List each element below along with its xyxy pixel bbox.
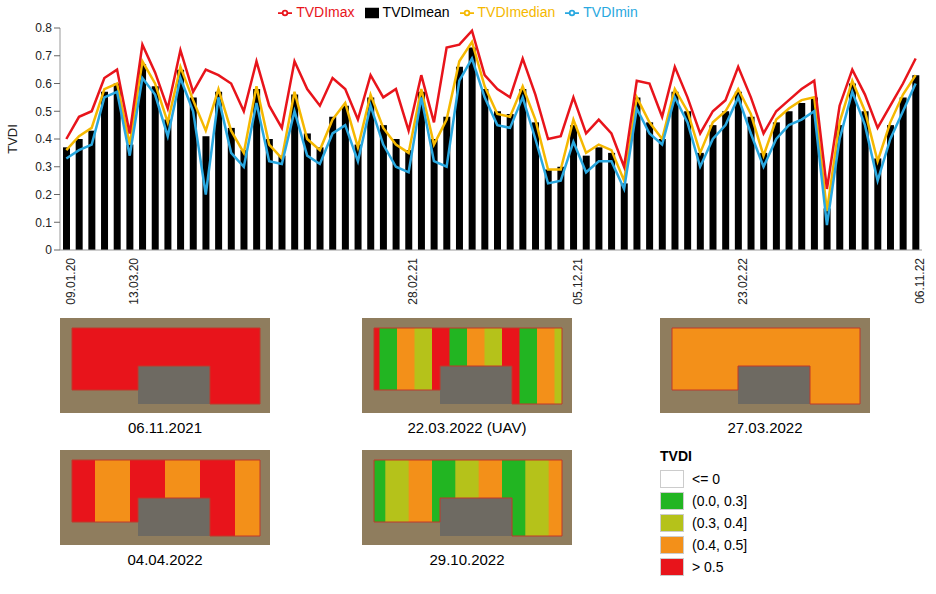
html-text:04.04.2022: 04.04.2022 [127, 551, 203, 568]
svg-text:0.6: 0.6 [35, 77, 52, 91]
svg-text:0.2: 0.2 [35, 188, 52, 202]
html-text:06.11.2021: 06.11.2021 [128, 419, 202, 436]
svg-text:09.01.20: 09.01.20 [64, 258, 78, 305]
html-text:29.10.2022: 29.10.2022 [429, 551, 505, 568]
svg-text:23.02.22: 23.02.22 [736, 258, 750, 305]
svg-text:28.02.21: 28.02.21 [406, 258, 420, 305]
html-text:(0.0, 0.3]: (0.0, 0.3] [692, 493, 748, 509]
html-text:27.03.2022: 27.03.2022 [727, 419, 803, 436]
svg-text:0.3: 0.3 [35, 160, 52, 174]
html-text:TVDImedian: TVDImedian [477, 4, 556, 20]
svg-text:05.12.21: 05.12.21 [571, 258, 585, 305]
html-text:(0.4, 0.5]: (0.4, 0.5] [692, 537, 748, 553]
svg-text:0.7: 0.7 [35, 49, 52, 63]
svg-text:0.8: 0.8 [35, 21, 52, 35]
svg-text:0.4: 0.4 [35, 132, 52, 146]
html-text:TVDImin: TVDImin [583, 4, 638, 20]
html-text:22.03.2022 (UAV): 22.03.2022 (UAV) [407, 419, 527, 436]
html-text:> 0.5: > 0.5 [692, 559, 724, 575]
svg-text:TVDI: TVDI [5, 124, 20, 154]
html-text:TVDImax: TVDImax [296, 4, 355, 20]
svg-text:0: 0 [45, 243, 52, 257]
html-text:TVDI: TVDI [660, 448, 692, 464]
svg-text:0.1: 0.1 [35, 216, 52, 230]
html-text:<= 0: <= 0 [692, 471, 720, 487]
svg-text:13.03.20: 13.03.20 [127, 258, 141, 305]
html-text:(0.3, 0.4]: (0.3, 0.4] [692, 515, 748, 531]
svg-text:0.5: 0.5 [35, 105, 52, 119]
html-text:TVDImean: TVDImean [382, 4, 450, 20]
svg-text:06.11.22: 06.11.22 [913, 258, 927, 304]
